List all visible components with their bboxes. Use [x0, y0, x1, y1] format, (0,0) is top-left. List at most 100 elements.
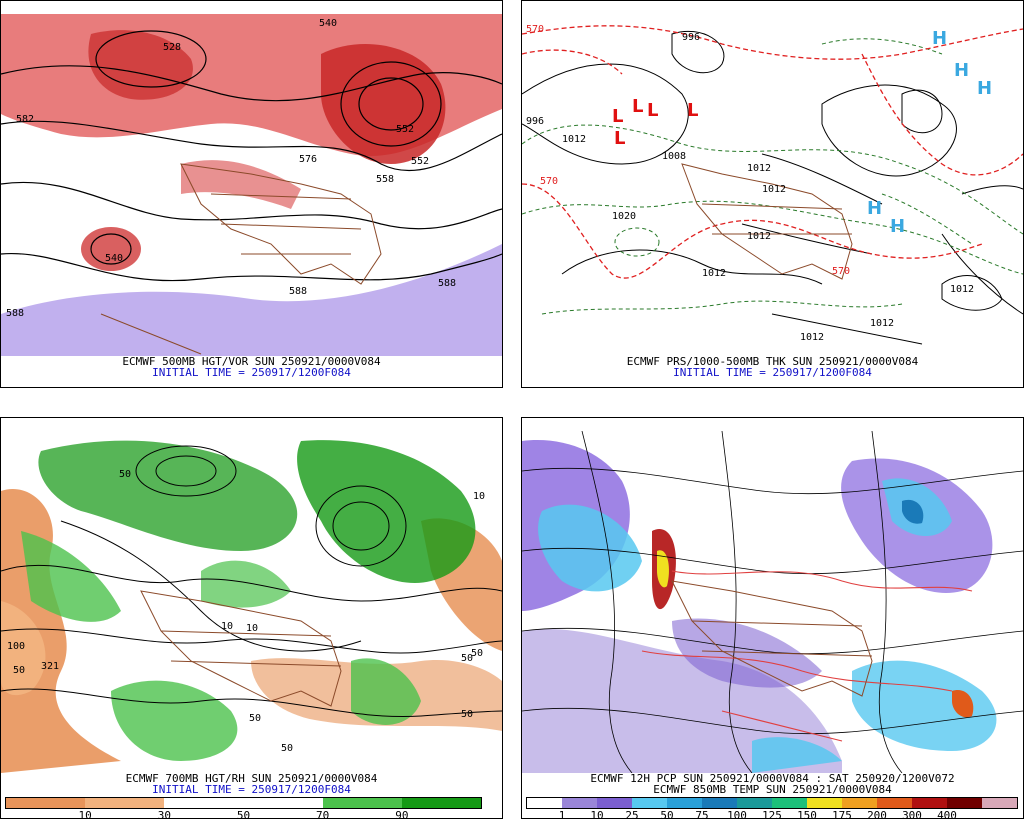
colorbar-tick-label: 25 [625, 809, 639, 819]
colorbar-tick-label: 90 [395, 809, 409, 819]
panel-700mb-hgt-rh: 50 50 10 10 50 50 50 50 50 100 321 10 EC… [0, 417, 503, 819]
low-pressure-symbol: L [614, 128, 625, 149]
colorbar-swatch [401, 798, 482, 808]
contour-label: 552 [396, 124, 414, 135]
contour-label: 1012 [870, 318, 894, 329]
colorbar-swatch [807, 798, 842, 808]
contour-label: 50 [13, 665, 25, 676]
high-pressure-symbol: H [954, 60, 969, 81]
colorbar-tick-label: 100 [727, 809, 747, 819]
contour-label: 1012 [747, 231, 771, 242]
contour-label: 540 [319, 18, 337, 29]
colorbar-swatch [322, 798, 402, 808]
panel-title: ECMWF PRS/1000-500MB THK SUN 250921/0000… [626, 355, 919, 368]
panel-title: ECMWF 12H PCP SUN 250921/0000V084 : SAT … [590, 772, 955, 785]
contour-label: 1012 [762, 184, 786, 195]
contour-label: 10 [473, 491, 485, 502]
contour-label: 1008 [662, 151, 686, 162]
contour-label: 552 [411, 156, 429, 167]
low-pressure-symbol: L [687, 100, 698, 121]
contour-label: 588 [6, 308, 24, 319]
colorbar-swatch [667, 798, 702, 808]
colorbar-swatch [597, 798, 632, 808]
colorbar-tick-label: 300 [902, 809, 922, 819]
map-500mb: 540 528 552 552 576 582 588 588 588 558 … [1, 14, 502, 356]
contour-label: 100 [7, 641, 25, 652]
contour-label: 1012 [950, 284, 974, 295]
rh-colorbar [5, 797, 482, 809]
colorbar-tick-label: 200 [867, 809, 887, 819]
map-700mb: 50 50 10 10 50 50 50 50 50 100 321 10 [1, 431, 502, 773]
contour-label: 528 [163, 42, 181, 53]
contour-label: 50 [471, 648, 483, 659]
contour-label: 576 [299, 154, 317, 165]
panel-500mb-hgt-vor: 540 528 552 552 576 582 588 588 588 558 … [0, 0, 503, 388]
contour-label: 50 [249, 713, 261, 724]
contour-label: 540 [105, 253, 123, 264]
colorbar-tick-label: 70 [316, 809, 330, 819]
contour-label: 50 [119, 469, 131, 480]
colorbar-swatch [772, 798, 807, 808]
contour-label: 1012 [747, 163, 771, 174]
map-prs-thk: 996 996 1012 1008 1020 1012 1012 1012 10… [522, 14, 1023, 356]
contour-label: 996 [526, 116, 544, 127]
contour-label: 558 [376, 174, 394, 185]
panel-pcp-850-temp: ECMWF 12H PCP SUN 250921/0000V084 : SAT … [521, 417, 1024, 819]
contour-label: 588 [289, 286, 307, 297]
colorbar-swatch [982, 798, 1017, 808]
colorbar-tick-label: 50 [660, 809, 674, 819]
contour-label: 321 [41, 661, 59, 672]
colorbar-swatch [842, 798, 877, 808]
rh-colorbar-ticks: 10 30 50 70 90 [6, 809, 481, 819]
colorbar-tick-label: 1 [558, 809, 566, 819]
panel-title: ECMWF 700MB HGT/RH SUN 250921/0000V084 [125, 772, 378, 785]
panel-title: ECMWF 500MB HGT/VOR SUN 250921/0000V084 [122, 355, 381, 368]
contour-label: 1012 [702, 268, 726, 279]
pcp-colorbar [526, 797, 1018, 809]
contour-label: 10 [246, 623, 258, 634]
pcp-colorbar-ticks: 1 10 25 50 75 100 125 150 175 200 300 400 [527, 809, 1017, 819]
panel-prs-thk: 996 996 1012 1008 1020 1012 1012 1012 10… [521, 0, 1024, 388]
contour-label: 996 [682, 32, 700, 43]
high-pressure-symbol: H [932, 28, 947, 49]
colorbar-tick-label: 10 [78, 809, 92, 819]
colorbar-swatch [85, 798, 165, 808]
colorbar-swatch [702, 798, 737, 808]
panel-init-time: INITIAL TIME = 250917/1200F084 [152, 783, 351, 796]
colorbar-tick-label: 10 [590, 809, 604, 819]
colorbar-swatch [527, 798, 562, 808]
colorbar-swatch [877, 798, 912, 808]
colorbar-swatch [243, 798, 323, 808]
contour-label: 1020 [612, 211, 636, 222]
colorbar-swatch [912, 798, 947, 808]
contour-label: 570 [832, 266, 850, 277]
colorbar-tick-label: 400 [937, 809, 957, 819]
panel-init-time: INITIAL TIME = 250917/1200F084 [152, 366, 351, 379]
low-pressure-symbol: L [647, 100, 658, 121]
contour-label: 50 [281, 743, 293, 754]
colorbar-swatch [737, 798, 772, 808]
low-pressure-symbol: L [632, 96, 643, 117]
high-pressure-symbol: H [977, 78, 992, 99]
colorbar-tick-label: 75 [695, 809, 709, 819]
colorbar-tick-label: 125 [762, 809, 782, 819]
contour-label: 1012 [562, 134, 586, 145]
colorbar-swatch [562, 798, 597, 808]
colorbar-tick-label: 175 [832, 809, 852, 819]
contour-label: 582 [16, 114, 34, 125]
panel-subtitle: ECMWF 850MB TEMP SUN 250921/0000V084 [653, 783, 892, 796]
colorbar-swatch [6, 798, 86, 808]
contour-label: 588 [438, 278, 456, 289]
low-pressure-symbol: L [612, 106, 623, 127]
colorbar-tick-label: 50 [236, 809, 251, 819]
contour-label: 50 [461, 709, 473, 720]
colorbar-swatch [947, 798, 982, 808]
contour-label: 1012 [800, 332, 824, 343]
high-pressure-symbol: H [890, 216, 905, 237]
contour-label: 570 [540, 176, 558, 187]
colorbar-swatch [632, 798, 667, 808]
map-pcp-850 [522, 431, 1023, 773]
colorbar-tick-label: 30 [157, 809, 171, 819]
contour-label: 10 [221, 621, 233, 632]
colorbar-swatch [164, 798, 244, 808]
